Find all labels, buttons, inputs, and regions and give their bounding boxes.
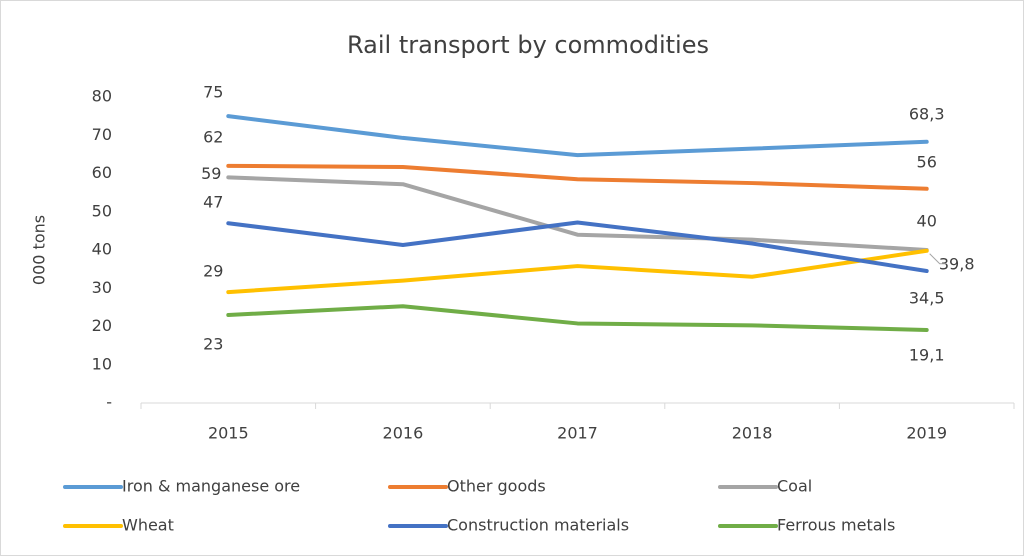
series-line: [226, 220, 929, 274]
y-tick-label: 20: [92, 316, 112, 335]
x-tick-label: 2018: [732, 424, 773, 443]
series-line: [226, 114, 929, 158]
data-label: 19,1: [909, 345, 945, 364]
legend-label: Ferrous metals: [777, 516, 895, 535]
series-line: [226, 248, 929, 295]
y-tick-label: 40: [92, 240, 112, 259]
data-label: 34,5: [909, 289, 945, 308]
x-tick-label: 2017: [557, 424, 598, 443]
chart-title: Rail transport by commodities: [347, 31, 709, 59]
series-line: [226, 304, 929, 332]
data-label: 62: [203, 127, 223, 146]
legend-label: Other goods: [447, 477, 546, 496]
y-tick-label: 10: [92, 354, 112, 373]
legend-label: Iron & manganese ore: [122, 477, 300, 496]
y-tick-label: 60: [92, 163, 112, 182]
data-label: 39,8: [939, 254, 975, 273]
leader-line: [929, 253, 946, 265]
legend-label: Wheat: [122, 516, 174, 535]
x-tick-label: 2015: [208, 424, 249, 443]
y-axis-label: 000 tons: [30, 215, 49, 285]
x-tick-label: 2016: [383, 424, 424, 443]
x-tick-label: 2019: [906, 424, 947, 443]
series-line: [226, 163, 929, 191]
data-label: 40: [917, 212, 937, 231]
y-tick-label: 70: [92, 125, 112, 144]
legend-label: Coal: [777, 477, 812, 496]
data-label: 47: [203, 193, 223, 212]
y-tick-label: 30: [92, 278, 112, 297]
data-label: 29: [203, 262, 223, 281]
data-label: 68,3: [909, 104, 945, 123]
y-tick-label: 80: [92, 87, 112, 106]
data-label: 75: [203, 83, 223, 102]
data-label: 56: [917, 152, 937, 171]
data-label: 23: [203, 335, 223, 354]
legend-label: Construction materials: [447, 516, 629, 535]
y-tick-label: 50: [92, 201, 112, 220]
data-label: 59: [201, 164, 221, 183]
y-tick-label: -: [106, 393, 112, 412]
series-line: [226, 175, 929, 252]
